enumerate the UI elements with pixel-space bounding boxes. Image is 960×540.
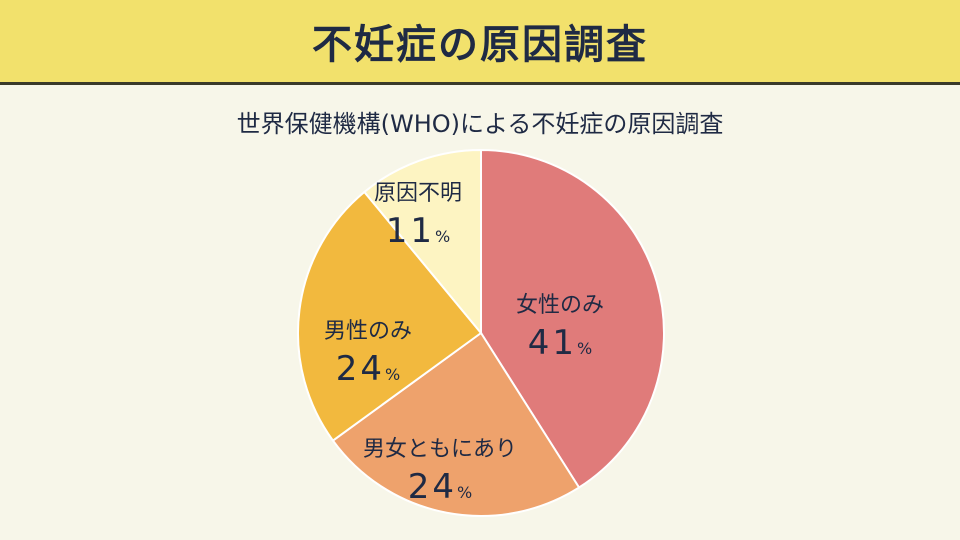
- page-title: 不妊症の原因調査: [312, 22, 648, 68]
- slice-value-label: 11%: [386, 211, 450, 251]
- header-banner: 不妊症の原因調査: [0, 0, 960, 85]
- slice-label: 男性のみ: [324, 319, 412, 344]
- slice-label: 男女ともにあり: [363, 437, 517, 462]
- pie-slice-3: [362, 148, 482, 336]
- pie-slice-2: [297, 190, 483, 442]
- pie-slice-0: [480, 148, 665, 489]
- pie-slice-1: [331, 331, 581, 517]
- slice-label: 原因不明: [374, 181, 462, 206]
- slice-value-label: 41%: [528, 323, 592, 363]
- chart-title: 世界保健機構(WHO)による不妊症の原因調査: [236, 110, 724, 138]
- slice-label: 女性のみ: [516, 293, 604, 318]
- slice-value-label: 24%: [408, 467, 472, 507]
- slice-value-label: 24%: [336, 349, 400, 389]
